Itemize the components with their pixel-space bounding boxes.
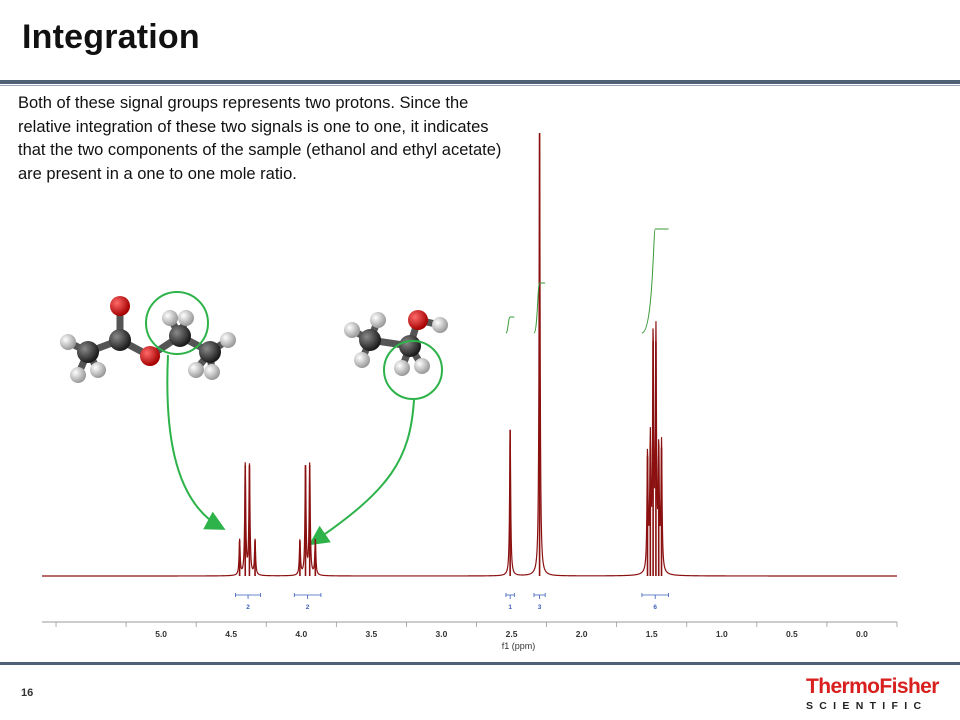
logo-wordmark: ThermoFisher — [806, 675, 939, 698]
integral-value-label: 2 — [246, 604, 250, 611]
x-tick-label: 2.0 — [576, 629, 588, 639]
integral-curve — [533, 282, 546, 334]
header-rule — [0, 80, 960, 84]
ethyl-acetate-molecule — [60, 296, 236, 383]
x-tick-label: 1.5 — [646, 629, 658, 639]
integral-curves — [505, 228, 669, 334]
x-tick-label: 0.5 — [786, 629, 798, 639]
x-tick-label: 0.0 — [856, 629, 868, 639]
spectrum-trace — [42, 134, 897, 577]
x-tick-label: 3.0 — [436, 629, 448, 639]
x-tick-label: 1.0 — [716, 629, 728, 639]
x-tick-label: 2.5 — [506, 629, 518, 639]
x-axis-title: f1 (ppm) — [502, 641, 536, 651]
arrow-to-ethanol-quartet — [308, 399, 415, 546]
ethanol-molecule — [344, 310, 448, 376]
integral-value-label: 1 — [508, 604, 512, 611]
header-rule-thin — [0, 85, 960, 86]
integral-curve — [641, 228, 669, 334]
x-tick-label: 5.0 — [155, 629, 167, 639]
thermo-fisher-logo: ThermoFisher SCIENTIFIC — [806, 675, 946, 713]
explanation-text: Both of these signal groups represents t… — [18, 94, 502, 183]
integral-value-label: 3 — [538, 604, 542, 611]
logo-subtitle: SCIENTIFIC — [806, 700, 928, 712]
x-tick-label: 4.0 — [295, 629, 307, 639]
integral-markers: 2 2 1 3 6 — [235, 593, 669, 611]
x-axis: 5.0 4.5 4.0 3.5 3.0 2.5 2.0 1.5 1.0 0.5 0.0 f1 (ppm… — [42, 621, 898, 651]
slide-title: Integration — [22, 18, 200, 56]
ethanol-ch2-highlight — [383, 340, 443, 400]
integral-curve — [505, 316, 515, 334]
x-tick-label: 4.5 — [225, 629, 237, 639]
footer-rule — [0, 662, 960, 665]
integral-value-label: 6 — [653, 604, 657, 611]
x-tick-label: 3.5 — [365, 629, 377, 639]
integral-value-label: 2 — [306, 604, 310, 611]
spectrum-layer — [42, 133, 897, 577]
page-number: 16 — [21, 687, 34, 699]
arrow-to-ethyl-acetate-quartet — [166, 354, 226, 530]
ethyl-acetate-ch2-highlight — [145, 291, 209, 355]
